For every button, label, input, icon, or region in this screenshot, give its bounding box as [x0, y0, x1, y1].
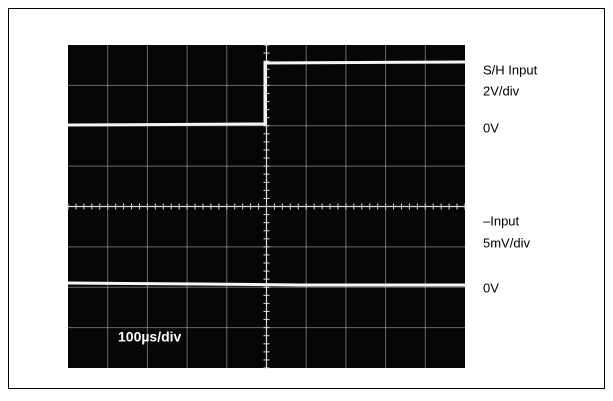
trace-name: S/H Input [483, 62, 538, 77]
trace-name: –Input [483, 213, 520, 228]
trace-scale: 5mV/div [483, 235, 530, 250]
trace-zero: 0V [483, 120, 499, 135]
timebase-label: 100µs/div [118, 329, 182, 345]
trace-zero: 0V [483, 280, 499, 295]
page: 100µs/div S/H Input 2V/div 0V –Input 5mV… [0, 0, 613, 401]
figure: 100µs/div S/H Input 2V/div 0V –Input 5mV… [0, 0, 613, 396]
trace-scale: 2V/div [483, 83, 520, 98]
